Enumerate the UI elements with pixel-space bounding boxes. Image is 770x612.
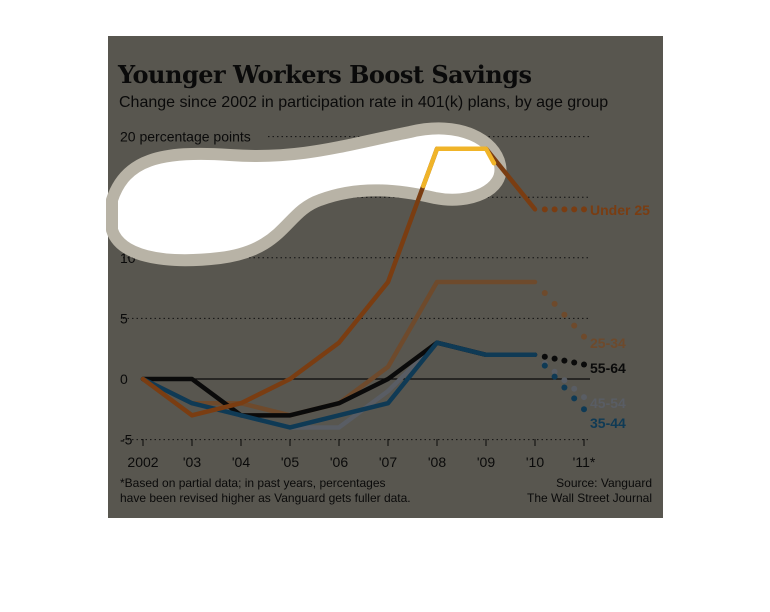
projection-dot [551,373,558,380]
projection-dot [541,362,548,369]
chart-subtitle: Change since 2002 in participation rate … [119,94,609,111]
projection-dot [581,394,587,401]
chart-panel [108,36,663,518]
projection-dot [561,206,568,213]
projection-dot [551,300,558,307]
footnote-line-1: *Based on partial data; in past years, p… [120,476,386,490]
x-tick-label: '08 [428,454,446,470]
projection-dot [561,357,568,364]
x-tick-label: '03 [183,454,201,470]
series-label: Under 25 [590,202,650,218]
y-tick-label: -5 [120,432,133,448]
under-25-peak-highlight [421,146,497,189]
projection-dot [551,355,558,362]
projection-dot [581,406,587,413]
projection-dot [581,333,587,340]
projection-dot [571,206,578,213]
footnote-line-2: have been revised higher as Vanguard get… [120,491,411,505]
x-tick-label: '04 [232,454,250,470]
projection-dot [571,395,578,402]
x-tick-label: '07 [379,454,397,470]
x-tick-label: 2002 [127,454,158,470]
source-line-2: The Wall Street Journal [527,491,652,505]
highlight-halo [106,122,507,267]
source-line-1: Source: Vanguard [556,476,652,490]
x-tick-label: '09 [477,454,495,470]
series-label: 25-34 [590,335,626,351]
series-line [140,340,538,430]
y-tick-label: 20 percentage points [120,129,251,145]
y-tick-label: 5 [120,310,128,326]
projection-dot [571,385,578,392]
source-credit: Source: Vanguard The Wall Street Journal [470,476,652,506]
projection-dot [541,206,548,213]
y-tick-label: 0 [120,371,128,387]
x-tick-label: '10 [526,454,544,470]
chart-title: Younger Workers Boost Savings [118,60,532,89]
series-label: 35-44 [590,415,626,431]
x-tick-label: '05 [281,454,299,470]
projection-dot [561,311,568,318]
series-line [140,279,538,418]
series-label: 55-64 [590,360,626,376]
projection-dot [581,361,587,368]
x-tick-label: '11* [573,454,596,470]
projection-dot [581,206,587,213]
x-tick-label: '06 [330,454,348,470]
projection-dot [561,377,568,384]
projection-dot [551,368,558,375]
projection-dot [571,359,578,366]
projection-dot [571,322,578,329]
footnote: *Based on partial data; in past years, p… [120,476,440,506]
projection-dot [561,384,568,391]
projection-dot [541,289,548,296]
projection-dot [551,206,558,213]
projection-dot [541,353,548,360]
series-label: 45-54 [590,395,626,411]
